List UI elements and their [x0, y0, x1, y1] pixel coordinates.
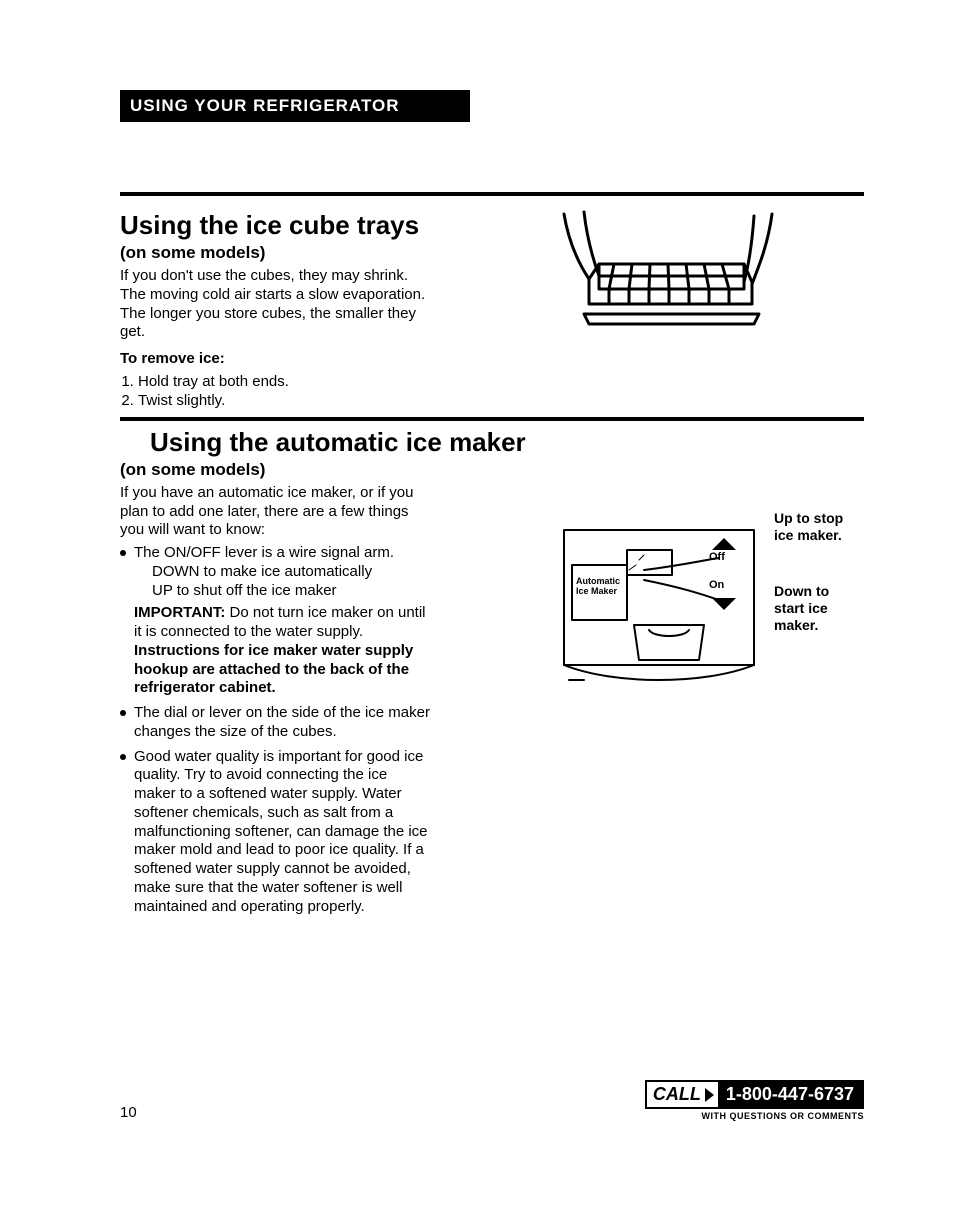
divider: [120, 192, 864, 196]
off-label: Off: [709, 551, 725, 563]
bullet-sub: DOWN to make ice automatically: [134, 563, 430, 582]
on-label: On: [709, 579, 725, 591]
automatic-ice-maker-section: (on some models) If you have an automati…: [120, 460, 864, 923]
arrow-right-icon: [705, 1088, 714, 1102]
box-label: Ice Maker: [576, 586, 618, 596]
list-item: Good water quality is important for good…: [120, 748, 430, 917]
important-block: IMPORTANT: Do not turn ice maker on unti…: [134, 604, 430, 698]
call-subtext: WITH QUESTIONS OR COMMENTS: [645, 1111, 864, 1121]
up-caption: Up to stop ice maker.: [774, 510, 844, 544]
section-title: Using the ice cube trays: [120, 210, 430, 241]
phone-number: 1-800-447-6737: [718, 1082, 862, 1107]
section-subtitle: (on some models): [120, 243, 430, 263]
step-item: Twist slightly.: [138, 392, 430, 409]
section-header-bar: USING YOUR REFRIGERATOR: [120, 90, 470, 122]
call-box: CALL 1-800-447-6737 WITH QUESTIONS OR CO…: [645, 1080, 864, 1121]
section-subtitle: (on some models): [120, 460, 430, 480]
remove-ice-heading: To remove ice:: [120, 350, 430, 369]
remove-ice-steps: Hold tray at both ends. Twist slightly.: [120, 373, 430, 409]
bullet-text: The ON/OFF lever is a wire signal arm.: [134, 544, 394, 561]
arrow-up-icon: [712, 538, 736, 550]
ice-tray-illustration: [554, 204, 784, 354]
down-caption: Down to start ice maker.: [774, 583, 844, 633]
bullet-list: The ON/OFF lever is a wire signal arm. D…: [120, 544, 430, 916]
list-item: The ON/OFF lever is a wire signal arm. D…: [120, 544, 430, 698]
call-label: CALL: [647, 1082, 703, 1107]
arrow-down-icon: [712, 598, 736, 610]
intro-paragraph: If you don't use the cubes, they may shr…: [120, 267, 430, 342]
page-footer: 10 CALL 1-800-447-6737 WITH QUESTIONS OR…: [120, 1080, 864, 1121]
box-label: Automatic: [576, 576, 620, 586]
important-label: IMPORTANT:: [134, 604, 225, 621]
bullet-sub: UP to shut off the ice maker: [134, 582, 430, 601]
page-number: 10: [120, 1104, 137, 1121]
ice-cube-trays-section: Using the ice cube trays (on some models…: [120, 204, 864, 411]
intro-paragraph: If you have an automatic ice maker, or i…: [120, 484, 430, 540]
ice-maker-illustration: Automatic Ice Maker Off On: [554, 510, 764, 710]
manual-page: USING YOUR REFRIGERATOR Using the ice cu…: [0, 0, 954, 1211]
important-bold: Instructions for ice maker water supply …: [134, 642, 413, 697]
divider: [120, 417, 864, 421]
section-title: Using the automatic ice maker: [150, 427, 864, 458]
list-item: The dial or lever on the side of the ice…: [120, 704, 430, 742]
step-item: Hold tray at both ends.: [138, 373, 430, 390]
